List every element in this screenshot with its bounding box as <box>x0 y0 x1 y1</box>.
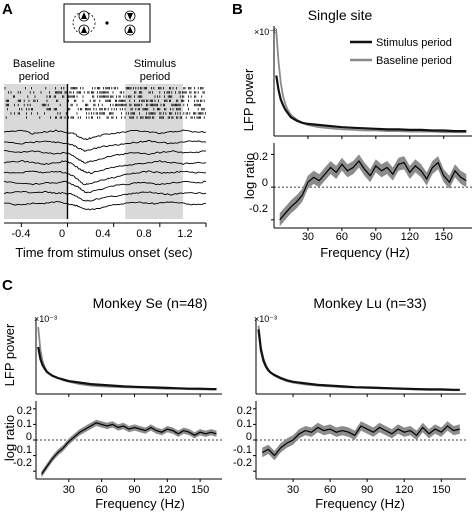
lfp-trace <box>3 180 207 194</box>
c-se-ytick-label: 0.1 <box>17 418 32 430</box>
panel-letter-b: B <box>232 1 243 18</box>
xtick-label: 120 <box>401 231 419 243</box>
c-lu-ytick-label: -0.2 <box>233 457 252 469</box>
xtick-label: 150 <box>432 484 450 496</box>
b-ytick-label: 0.2 <box>253 151 268 163</box>
c-se-ratio-plot: 30 60 90 120 150 <box>33 401 222 496</box>
xtick-label: 90 <box>370 231 382 243</box>
stimulus-period-label-1: Stimulus <box>134 58 177 70</box>
c-se-power-plot <box>35 318 222 397</box>
c-se-ytick-label: -0.1 <box>13 444 32 456</box>
a-xtick-label: 1.2 <box>177 228 192 240</box>
b-power-ylabel: LFP power <box>241 68 256 131</box>
panel-b: Single site ×10⁻³ LFP power Stimulus per… <box>241 7 472 260</box>
stimulus-period-line <box>37 346 217 391</box>
xtick-label: 60 <box>96 484 108 496</box>
xtick-label: 150 <box>435 231 453 243</box>
xtick-label: 60 <box>336 231 348 243</box>
xtick-label: 120 <box>395 484 413 496</box>
c-se-ytick-label: -0.2 <box>13 457 32 469</box>
ci-band <box>279 154 467 227</box>
lfp-trace <box>3 139 207 152</box>
baseline-period-line <box>275 31 467 134</box>
b-ratio-plot: 30 60 90 120 150 <box>271 143 472 243</box>
stimulus-period-label-2: period <box>140 71 171 83</box>
stimulus-period-shade <box>125 84 183 219</box>
b-ytick-label: 0 <box>262 177 268 189</box>
c-lu-multiplier: ×10⁻³ <box>254 314 277 324</box>
panel-letter-a: A <box>2 1 13 18</box>
b-power-plot <box>273 26 472 139</box>
xtick-label: 30 <box>287 484 299 496</box>
log-ratio-line <box>41 422 217 475</box>
b-ytick-label: -0.2 <box>249 203 268 215</box>
xtick-label: 30 <box>63 484 75 496</box>
xtick-label: 150 <box>191 484 209 496</box>
a-xtick-label: 0 <box>59 228 65 240</box>
traces-plot <box>3 84 207 227</box>
baseline-period-label-2: period <box>19 71 50 83</box>
ci-band <box>41 419 217 478</box>
c-lu-power-plot <box>255 318 466 397</box>
lfp-trace <box>3 201 206 211</box>
lfp-trace <box>3 190 207 202</box>
b-xlabel: Frequency (Hz) <box>320 245 410 260</box>
lfp-trace <box>3 170 206 186</box>
a-xlabel: Time from stimulus onset (sec) <box>15 245 192 260</box>
c-se-xlabel: Frequency (Hz) <box>95 496 185 511</box>
panel-letter-c: C <box>2 277 13 294</box>
stimulus-period-line <box>275 75 467 133</box>
b-legend: Stimulus period Baseline period <box>350 37 452 67</box>
lfp-trace <box>3 159 207 175</box>
c-se-ytick-label: 0 <box>26 431 32 443</box>
b-multiplier: ×10⁻³ <box>254 27 277 37</box>
c-lu-title: Monkey Lu (n=33) <box>313 295 426 311</box>
b-title: Single site <box>308 7 373 23</box>
lfp-trace <box>3 129 207 141</box>
baseline-period-label-1: Baseline <box>13 58 55 70</box>
c-ratio-ylabel: log ratio <box>2 415 17 461</box>
log-ratio-line <box>279 160 467 221</box>
lfp-trace <box>3 149 207 164</box>
panel-c: Monkey Se (n=48) Monkey Lu (n=33) ×10⁻³ … <box>2 295 466 511</box>
legend-label-baseline: Baseline period <box>376 55 452 67</box>
xtick-label: 90 <box>128 484 140 496</box>
a-xtick-label: -0.4 <box>12 228 31 240</box>
c-se-ytick-label: 0.2 <box>17 405 32 417</box>
c-power-ylabel: LFP power <box>2 323 17 386</box>
legend-label-stimulus: Stimulus period <box>376 37 452 49</box>
c-lu-ytick-label: 0 <box>246 431 252 443</box>
xtick-label: 30 <box>302 231 314 243</box>
stimulus-period-line <box>257 329 460 391</box>
c-lu-xlabel: Frequency (Hz) <box>315 496 405 511</box>
c-lu-ytick-label: -0.1 <box>233 444 252 456</box>
a-xtick-label: 0.4 <box>95 228 110 240</box>
stimulus-configuration-icon <box>63 3 151 43</box>
c-se-title: Monkey Se (n=48) <box>93 295 208 311</box>
c-lu-ytick-label: 0.2 <box>237 405 252 417</box>
xtick-label: 60 <box>324 484 336 496</box>
xtick-label: 120 <box>158 484 176 496</box>
a-xtick-label: 0.8 <box>136 228 151 240</box>
log-ratio-line <box>261 425 460 457</box>
c-lu-ytick-label: 0.1 <box>237 418 252 430</box>
panel-a: Baseline period Stimulus period -0.4 0 0… <box>3 3 207 260</box>
c-se-multiplier: ×10⁻³ <box>34 314 57 324</box>
xtick-label: 90 <box>361 484 373 496</box>
c-lu-ratio-plot: 30 60 90 120 150 <box>253 401 466 496</box>
b-ratio-ylabel: log ratio <box>242 153 257 199</box>
